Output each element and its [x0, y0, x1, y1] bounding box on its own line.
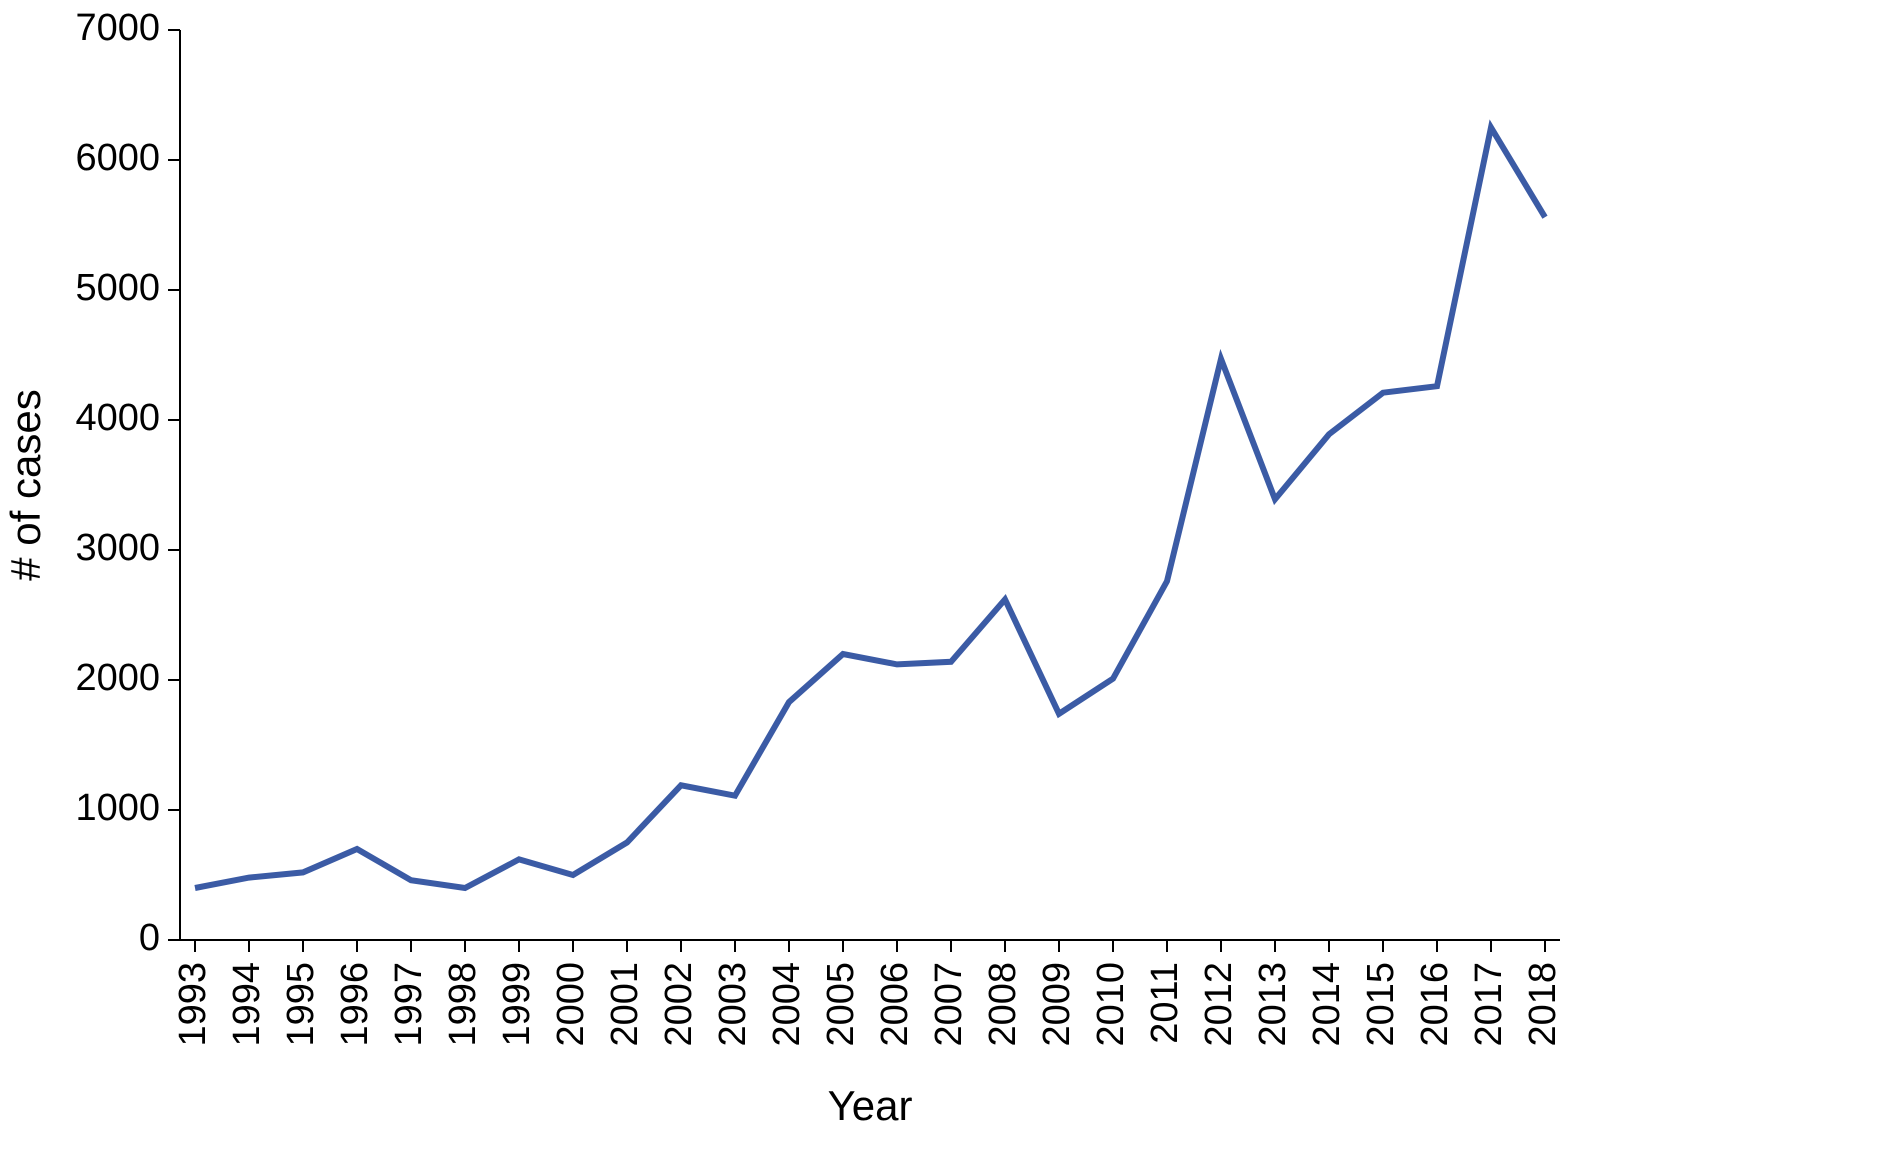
x-tick-label: 2008 [982, 962, 1024, 1047]
x-tick-label: 2015 [1360, 962, 1402, 1047]
x-tick-label: 2001 [604, 962, 646, 1047]
x-tick-label: 2013 [1252, 962, 1294, 1047]
x-tick-label: 2005 [820, 962, 862, 1047]
x-axis-title: Year [828, 1082, 913, 1129]
x-tick-label: 2010 [1090, 962, 1132, 1047]
y-tick-label: 1000 [75, 787, 160, 829]
x-tick-label: 2018 [1522, 962, 1564, 1047]
y-tick-label: 4000 [75, 397, 160, 439]
x-tick-label: 2007 [928, 962, 970, 1047]
y-axis-title: # of cases [2, 389, 49, 580]
y-tick-label: 3000 [75, 527, 160, 569]
x-tick-label: 2009 [1036, 962, 1078, 1047]
x-tick-label: 1996 [334, 962, 376, 1047]
y-tick-label: 0 [139, 917, 160, 959]
x-tick-label: 2003 [712, 962, 754, 1047]
x-tick-label: 1998 [442, 962, 484, 1047]
x-tick-label: 2000 [550, 962, 592, 1047]
y-tick-label: 7000 [75, 7, 160, 49]
x-tick-label: 2006 [874, 962, 916, 1047]
x-tick-label: 1997 [388, 962, 430, 1047]
x-tick-label: 2016 [1414, 962, 1456, 1047]
y-tick-label: 6000 [75, 137, 160, 179]
x-tick-label: 2002 [658, 962, 700, 1047]
x-tick-label: 2012 [1198, 962, 1240, 1047]
x-tick-label: 2017 [1468, 962, 1510, 1047]
data-series-line [195, 128, 1545, 889]
x-tick-label: 2014 [1306, 962, 1348, 1047]
x-tick-label: 1994 [226, 962, 268, 1047]
x-tick-label: 1999 [496, 962, 538, 1047]
line-chart: 0 1000 2000 3000 4000 5000 6000 7000 1993 1994 199… [0, 0, 1877, 1154]
x-tick-label: 1995 [280, 962, 322, 1047]
x-tick-label: 2011 [1144, 962, 1186, 1044]
x-tick-label: 1993 [172, 962, 214, 1047]
chart-svg: 0 1000 2000 3000 4000 5000 6000 7000 1993 1994 199… [0, 0, 1877, 1154]
y-tick-label: 5000 [75, 267, 160, 309]
x-tick-label: 2004 [766, 962, 808, 1047]
y-tick-label: 2000 [75, 657, 160, 699]
